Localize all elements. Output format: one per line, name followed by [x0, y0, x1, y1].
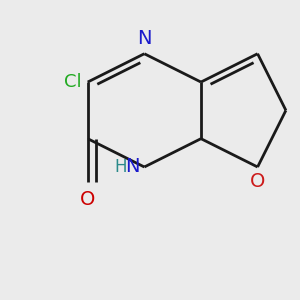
- Text: O: O: [250, 172, 265, 190]
- Text: N: N: [137, 29, 152, 48]
- Text: O: O: [80, 190, 95, 208]
- Text: Cl: Cl: [64, 73, 82, 91]
- Text: H: H: [115, 158, 128, 176]
- Text: N: N: [125, 158, 140, 176]
